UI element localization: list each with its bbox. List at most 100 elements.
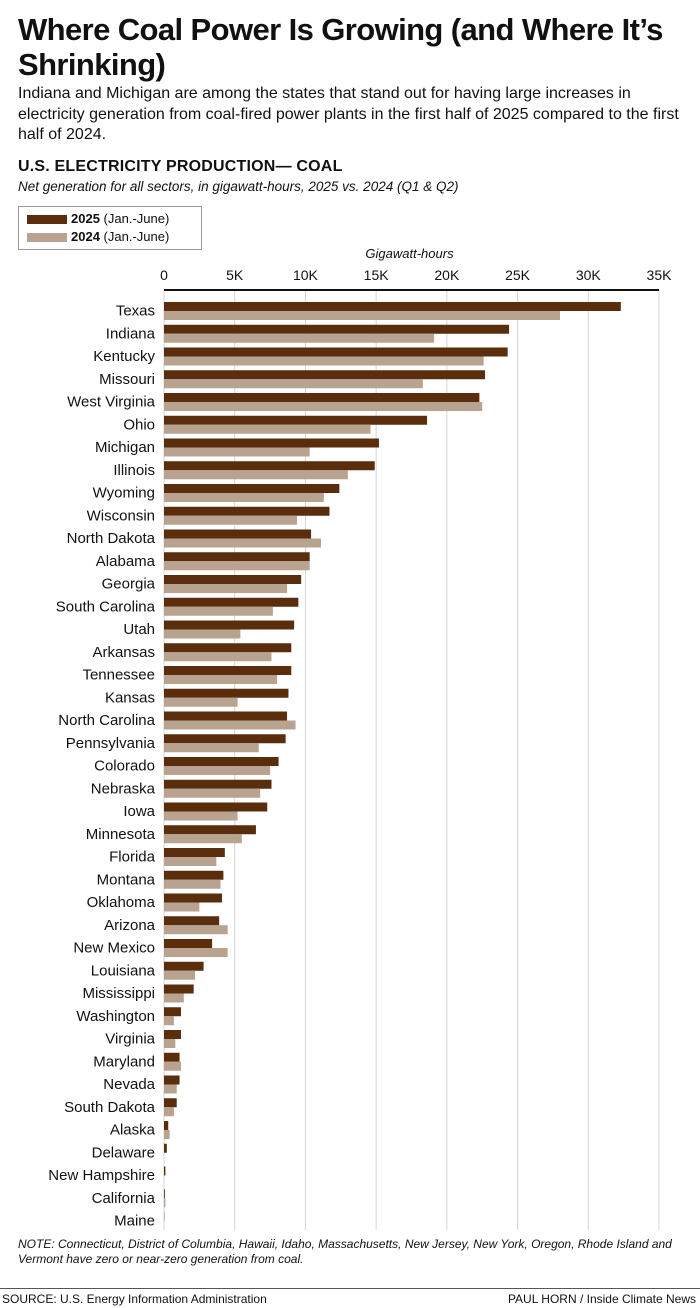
bar-2024-nebraska [164,788,261,798]
bar-2025-washington [164,1007,181,1017]
bar-2025-maryland [164,1052,180,1062]
bar-2024-tennessee [164,675,278,684]
bar-2024-alabama [164,561,310,571]
category-label-wisconsin: Wisconsin [87,507,155,524]
category-label-new-mexico: New Mexico [73,940,155,957]
legend-label-2024: 2024 [71,229,100,244]
bar-2024-arizona [164,925,228,935]
category-label-virginia: Virginia [105,1031,155,1048]
bar-2024-arkansas [164,652,272,662]
bar-2024-minnesota [164,834,242,844]
category-label-arizona: Arizona [104,917,156,934]
category-label-indiana: Indiana [106,325,156,342]
bar-2025-mississippi [164,984,194,994]
category-label-maine: Maine [114,1213,155,1230]
category-label-minnesota: Minnesota [86,826,156,843]
x-tick-label-15k: 15K [364,267,390,283]
bar-2024-texas [164,311,560,320]
bar-2024-north-dakota [164,538,321,548]
bar-2024-louisiana [164,970,196,980]
category-label-georgia: Georgia [102,576,156,593]
bar-2025-georgia [164,575,302,584]
bar-2025-pennsylvania [164,734,286,744]
bar-2025-virginia [164,1030,181,1039]
category-label-washington: Washington [76,1008,155,1025]
category-label-north-carolina: North Carolina [58,712,155,729]
bar-2025-nevada [164,1075,180,1085]
bar-2025-utah [164,620,295,630]
bar-2025-south-carolina [164,597,299,607]
bar-2025-wyoming [164,484,340,493]
bar-2025-alabama [164,552,310,562]
bar-2025-new-hampshire [164,1166,166,1176]
bar-2025-minnesota [164,825,256,835]
category-label-pennsylvania: Pennsylvania [66,735,156,752]
category-label-tennessee: Tennessee [82,667,155,684]
bar-2025-delaware [164,1143,167,1153]
bar-2025-wisconsin [164,506,330,516]
bar-chart: Gigawatt-hours 0 5K 10K 15K 20K 25K 30K 35K Texas… [48,246,673,1230]
category-label-south-carolina: South Carolina [56,598,156,615]
category-label-kansas: Kansas [105,689,155,706]
legend-swatch-2024 [27,233,67,242]
category-label-california: California [92,1190,156,1207]
bar-2025-illinois [164,461,375,471]
category-label-illinois: Illinois [113,462,155,479]
category-label-missouri: Missouri [99,371,155,388]
category-label-south-dakota: South Dakota [64,1099,156,1116]
category-label-new-hampshire: New Hampshire [48,1167,155,1184]
bar-2025-colorado [164,757,279,766]
category-label-utah: Utah [123,621,155,638]
bar-2024-wyoming [164,493,324,502]
category-label-louisiana: Louisiana [91,962,156,979]
category-label-alabama: Alabama [96,553,156,570]
category-label-arkansas: Arkansas [92,644,155,661]
bar-2025-montana [164,870,224,880]
category-label-kentucky: Kentucky [93,348,155,365]
bar-2025-missouri [164,370,486,380]
x-tick-label-0: 0 [160,267,168,283]
bar-2024-wisconsin [164,515,297,525]
category-label-ohio: Ohio [123,416,155,433]
x-axis-title: Gigawatt-hours [365,246,454,261]
x-tick-label-30k: 30K [576,267,602,283]
bar-2025-iowa [164,802,268,812]
category-label-mississippi: Mississippi [82,985,155,1002]
category-label-texas: Texas [116,303,155,320]
bar-2025-indiana [164,324,510,334]
bar-2025-florida [164,848,225,857]
bar-2024-washington [164,1016,174,1026]
legend: 2025 (Jan.-June) 2024 (Jan.-June) [18,206,202,250]
bar-2025-north-carolina [164,711,288,721]
category-label-nebraska: Nebraska [91,780,156,797]
x-tick-label-35k: 35K [647,267,673,283]
bar-2025-north-dakota [164,529,312,539]
legend-note-2024: (Jan.-June) [103,229,170,244]
bar-2024-montana [164,879,221,889]
bar-2024-north-carolina [164,720,296,730]
chart-subtitle: Net generation for all sectors, in gigaw… [18,179,459,194]
category-label-michigan: Michigan [95,439,155,456]
bar-2024-pennsylvania [164,743,259,753]
bar-2024-ohio [164,424,371,434]
bar-2025-texas [164,302,621,311]
bar-2025-west-virginia [164,393,480,402]
bar-2024-california [164,1198,166,1208]
category-label-iowa: Iowa [123,803,155,820]
bar-2024-iowa [164,811,238,821]
deck: Indiana and Michigan are among the state… [18,85,679,143]
bar-2025-oklahoma [164,893,222,903]
bar-2025-nebraska [164,779,272,789]
category-label-colorado: Colorado [94,758,155,775]
bar-2025-michigan [164,438,379,448]
bar-2024-kentucky [164,356,484,366]
category-label-west-virginia: West Virginia [67,394,155,411]
bar-2025-south-dakota [164,1098,177,1108]
legend-swatch-2025 [27,215,67,224]
bar-2025-kansas [164,688,289,698]
bar-2025-kentucky [164,347,508,357]
footer: SOURCE: U.S. Energy Information Administ… [0,1288,700,1308]
bar-2024-west-virginia [164,402,483,411]
bar-2024-kansas [164,697,238,707]
bar-2024-michigan [164,447,310,457]
